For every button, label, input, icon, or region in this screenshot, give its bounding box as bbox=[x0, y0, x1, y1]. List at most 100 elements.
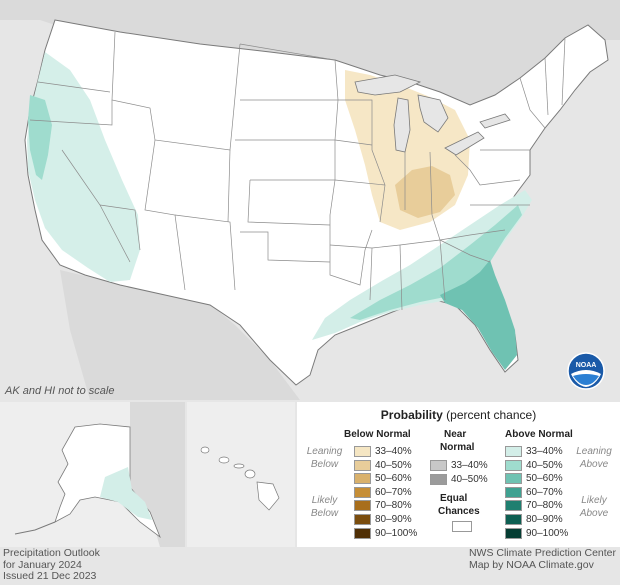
canada-land bbox=[0, 0, 620, 110]
border-line bbox=[519, 77, 546, 129]
hawaii-islands bbox=[200, 446, 280, 511]
legend: Probability (percent chance) Below Norma… bbox=[297, 402, 620, 547]
credit-line-2: Map by NOAA Climate.gov bbox=[468, 558, 594, 571]
likely-below-label: Likely Below bbox=[310, 495, 339, 519]
lake-superior bbox=[354, 74, 422, 96]
below-normal-heading: Below Normal bbox=[344, 429, 411, 440]
border-line bbox=[439, 239, 446, 301]
border-line bbox=[429, 151, 441, 241]
noaa-logo: NOAA bbox=[567, 352, 605, 390]
equal-chances-label-1: Equal bbox=[440, 493, 468, 504]
lake-huron bbox=[417, 94, 449, 133]
above-legend-label: 70–80% bbox=[526, 500, 563, 512]
below-legend-label: 40–50% bbox=[375, 459, 412, 471]
kauai bbox=[200, 446, 210, 454]
lake-erie bbox=[444, 131, 485, 156]
oahu bbox=[218, 456, 230, 464]
caption-line-1: Precipitation Outlook bbox=[3, 547, 100, 559]
above-legend-row: 40–50% bbox=[505, 459, 563, 472]
above-50-60-florida bbox=[440, 260, 517, 370]
above-40-50-west bbox=[28, 95, 52, 180]
above-legend-row: 80–90% bbox=[505, 513, 563, 526]
likely-above-label: Likely Above bbox=[579, 495, 609, 519]
border-line bbox=[239, 43, 373, 286]
near-legend-row: 33–40% bbox=[430, 459, 488, 472]
alaska-map bbox=[14, 402, 185, 547]
above-legend-label: 60–70% bbox=[526, 486, 563, 498]
border-line bbox=[369, 247, 373, 301]
below-legend-label: 90–100% bbox=[375, 527, 418, 539]
above-legend-row: 70–80% bbox=[505, 499, 563, 512]
near-normal-heading-2: Normal bbox=[440, 442, 475, 453]
below-legend-row: 33–40% bbox=[354, 445, 412, 458]
credit-caption: NWS Climate Prediction Center Map by NOA… bbox=[468, 547, 616, 571]
border-line bbox=[439, 239, 491, 263]
equal-chances-label-2: Chances bbox=[438, 506, 480, 517]
above-legend-swatch bbox=[505, 486, 522, 498]
above-legend-row: 90–100% bbox=[505, 527, 568, 540]
conus-map bbox=[0, 0, 620, 400]
border-line bbox=[99, 204, 141, 251]
hawaii-inset bbox=[187, 402, 295, 547]
below-legend-swatch bbox=[354, 486, 371, 498]
border-line bbox=[561, 37, 566, 106]
logo-text: NOAA bbox=[576, 362, 597, 369]
border-line bbox=[29, 100, 113, 126]
below-legend-swatch bbox=[354, 473, 371, 485]
border-line bbox=[334, 139, 373, 146]
probability-shading bbox=[27, 52, 532, 370]
above-legend-label: 33–40% bbox=[526, 446, 563, 457]
below-legend-swatch bbox=[354, 514, 371, 525]
legend-title: Probability (percent chance) bbox=[297, 408, 620, 422]
border-line bbox=[240, 231, 331, 263]
aleutians bbox=[14, 521, 56, 535]
above-legend-row: 33–40% bbox=[505, 445, 563, 458]
caption-line-2: for January 2024 bbox=[3, 558, 82, 571]
canada-land-ak bbox=[130, 402, 185, 547]
alaska-inset bbox=[0, 402, 185, 547]
scale-note: AK and HI not to scale bbox=[5, 385, 115, 397]
above-legend-swatch bbox=[505, 527, 522, 539]
above-legend-swatch bbox=[505, 459, 522, 471]
below-legend-swatch bbox=[354, 446, 371, 457]
outlook-caption: Precipitation Outlook for January 2024 I… bbox=[3, 547, 100, 583]
above-40-50-southeast bbox=[350, 205, 522, 320]
border-line bbox=[174, 214, 236, 291]
above-legend-row: 50–60% bbox=[505, 472, 563, 485]
below-legend-row: 90–100% bbox=[354, 527, 417, 540]
border-line bbox=[334, 179, 386, 186]
near-legend-label: 33–40% bbox=[451, 460, 488, 471]
near-legend-label: 40–50% bbox=[451, 473, 488, 485]
below-legend-swatch bbox=[354, 459, 371, 471]
legend-title-bold: Probability bbox=[380, 408, 443, 422]
near-legend-swatch bbox=[430, 473, 447, 485]
below-legend-row: 40–50% bbox=[354, 459, 412, 472]
border-line bbox=[469, 229, 506, 236]
below-legend-label: 70–80% bbox=[375, 500, 412, 512]
above-legend-swatch bbox=[505, 514, 522, 525]
hawaii-map bbox=[200, 446, 280, 511]
above-33-40-southeast bbox=[312, 190, 532, 340]
ak-above-33-40 bbox=[100, 467, 152, 520]
below-legend-row: 80–90% bbox=[354, 513, 412, 526]
great-lakes bbox=[354, 74, 511, 156]
near-normal-heading-1: Near bbox=[444, 429, 467, 440]
below-legend-row: 60–70% bbox=[354, 486, 412, 499]
big-island bbox=[256, 481, 280, 511]
below-legend-label: 50–60% bbox=[375, 473, 412, 485]
border-line bbox=[454, 154, 521, 186]
above-legend-row: 60–70% bbox=[505, 486, 563, 499]
leaning-below-label: Leaning Below bbox=[306, 446, 343, 470]
above-33-40-west bbox=[27, 52, 140, 282]
below-legend-swatch bbox=[354, 500, 371, 512]
below-legend-label: 33–40% bbox=[375, 446, 412, 457]
above-legend-label: 80–90% bbox=[526, 514, 563, 525]
above-legend-label: 40–50% bbox=[526, 459, 563, 471]
credit-line-1: NWS Climate Prediction Center bbox=[468, 547, 616, 559]
above-legend-swatch bbox=[505, 473, 522, 485]
caption-line-3: Issued 21 Dec 2023 bbox=[3, 570, 97, 582]
below-legend-row: 50–60% bbox=[354, 472, 412, 485]
equal-chances-swatch bbox=[452, 521, 472, 532]
below-40-50-ohio-valley bbox=[395, 166, 455, 218]
above-legend-label: 90–100% bbox=[526, 527, 569, 539]
